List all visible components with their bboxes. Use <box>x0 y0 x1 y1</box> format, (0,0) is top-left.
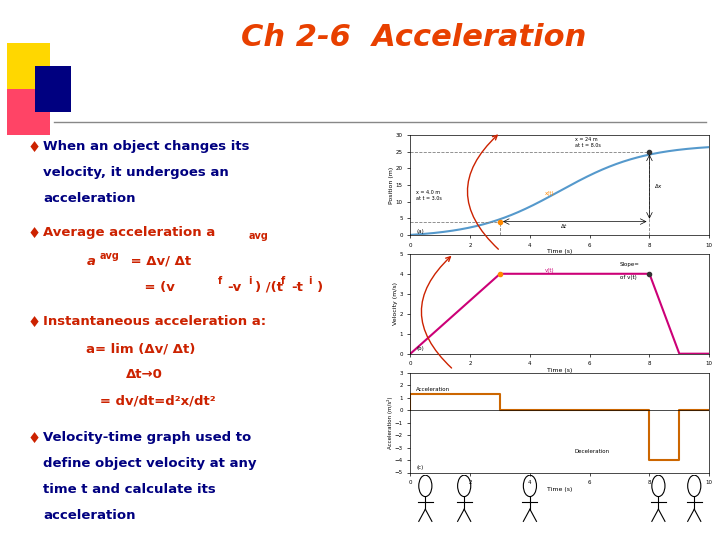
Text: Average acceleration a: Average acceleration a <box>43 226 215 239</box>
Text: Slope=: Slope= <box>619 262 639 267</box>
Text: v(t): v(t) <box>545 268 554 273</box>
Text: avg: avg <box>99 251 120 261</box>
Text: define object velocity at any: define object velocity at any <box>43 457 257 470</box>
Text: When an object changes its: When an object changes its <box>43 140 250 153</box>
Text: ): ) <box>317 281 323 294</box>
Text: Deceleration: Deceleration <box>575 449 610 454</box>
Text: = dv/dt=d²x/dt²: = dv/dt=d²x/dt² <box>86 394 216 407</box>
FancyBboxPatch shape <box>35 66 71 112</box>
Text: f: f <box>217 276 222 287</box>
Text: i: i <box>248 276 251 287</box>
Text: ) /(t: ) /(t <box>255 281 283 294</box>
X-axis label: Time (s): Time (s) <box>547 249 572 254</box>
Text: acceleration: acceleration <box>43 192 135 205</box>
Text: -v: -v <box>228 281 242 294</box>
Text: x = 4.0 m
at t = 3.0s: x = 4.0 m at t = 3.0s <box>416 190 442 201</box>
Text: ♦: ♦ <box>27 226 40 241</box>
Text: a: a <box>86 255 95 268</box>
Text: ♦: ♦ <box>27 140 40 156</box>
Y-axis label: Position (m): Position (m) <box>390 166 395 204</box>
Text: (b): (b) <box>416 346 424 350</box>
Text: = (v: = (v <box>126 281 175 294</box>
FancyBboxPatch shape <box>7 89 50 135</box>
Y-axis label: Acceleration (m/s²): Acceleration (m/s²) <box>387 396 393 449</box>
Text: Acceleration: Acceleration <box>416 387 451 392</box>
Text: Instantaneous acceleration a:: Instantaneous acceleration a: <box>43 315 266 328</box>
Text: acceleration: acceleration <box>43 509 135 522</box>
Text: Velocity-time graph used to: Velocity-time graph used to <box>43 431 251 444</box>
Text: $\Delta t$: $\Delta t$ <box>560 222 568 230</box>
Text: (c): (c) <box>416 464 423 469</box>
Text: $\Delta x$: $\Delta x$ <box>654 183 663 190</box>
Text: velocity, it undergoes an: velocity, it undergoes an <box>43 166 229 179</box>
Text: ♦: ♦ <box>27 315 40 330</box>
X-axis label: Time (s): Time (s) <box>547 487 572 491</box>
Text: x = 24 m
at t = 8.0s: x = 24 m at t = 8.0s <box>575 137 600 148</box>
Text: Δt→0: Δt→0 <box>126 368 163 381</box>
X-axis label: Time (s): Time (s) <box>547 368 572 373</box>
Text: = Δv/ Δt: = Δv/ Δt <box>126 255 191 268</box>
FancyBboxPatch shape <box>7 43 50 89</box>
Y-axis label: Velocity (m/s): Velocity (m/s) <box>393 282 398 325</box>
Text: x(t): x(t) <box>545 191 554 196</box>
Text: (a): (a) <box>416 229 424 234</box>
Text: ♦: ♦ <box>27 431 40 446</box>
Text: avg: avg <box>248 231 269 241</box>
Text: a= lim (Δv/ Δt): a= lim (Δv/ Δt) <box>86 342 196 355</box>
Text: time t and calculate its: time t and calculate its <box>43 483 216 496</box>
Text: -t: -t <box>291 281 302 294</box>
Text: of v(t): of v(t) <box>619 275 636 280</box>
Text: i: i <box>308 276 312 287</box>
Text: f: f <box>281 276 285 287</box>
Text: Ch 2-6  Acceleration: Ch 2-6 Acceleration <box>241 23 587 52</box>
